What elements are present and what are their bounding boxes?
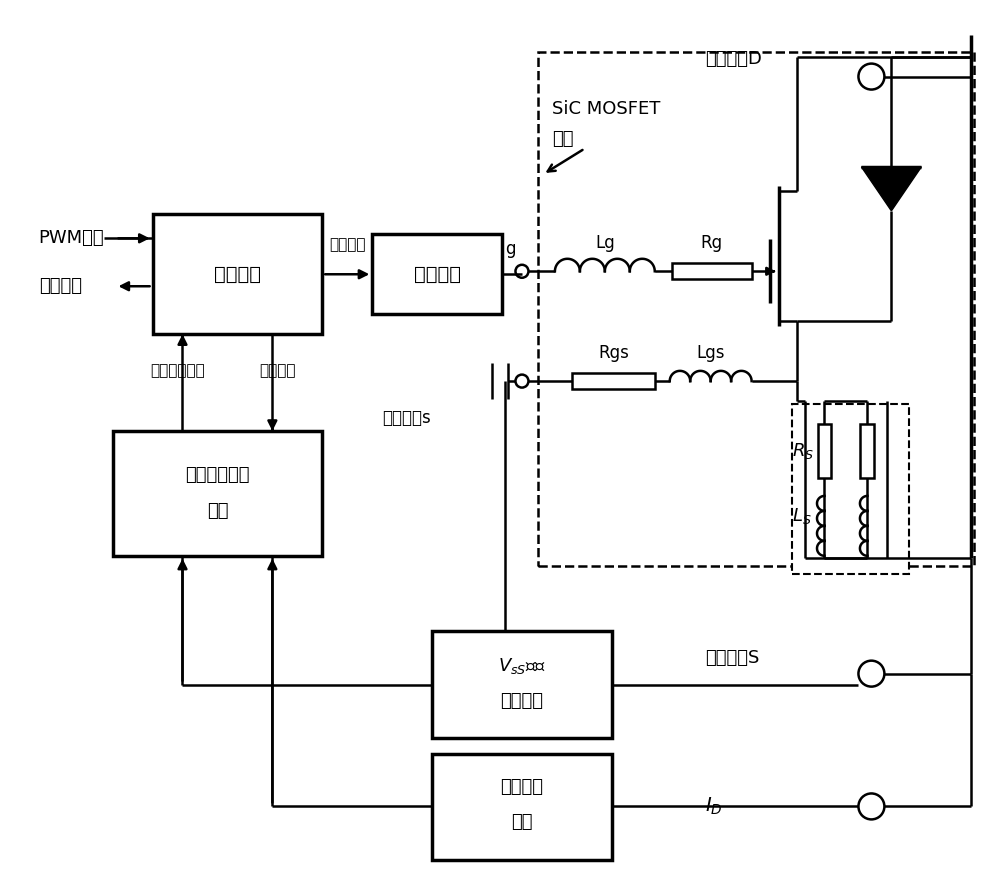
Bar [372, 234, 502, 315]
Text: 单元: 单元 [511, 813, 533, 831]
Bar [538, 51, 974, 566]
Text: 逻辑处理: 逻辑处理 [214, 265, 261, 284]
Text: 检测单元: 检测单元 [500, 692, 543, 710]
Text: Rg: Rg [701, 234, 723, 253]
Text: 健康评估信号: 健康评估信号 [150, 363, 205, 378]
Polygon shape [861, 167, 921, 211]
Text: PWM信号: PWM信号 [39, 229, 104, 247]
Bar [572, 373, 655, 389]
Bar [792, 404, 909, 574]
Bar [672, 263, 752, 279]
Text: $L_S$: $L_S$ [792, 506, 811, 526]
Bar [818, 424, 831, 478]
Bar [153, 214, 322, 334]
Text: 驱动单元: 驱动单元 [414, 265, 461, 284]
Text: g: g [505, 240, 515, 259]
Text: 故障信号: 故障信号 [39, 277, 82, 295]
Bar [860, 424, 874, 478]
Text: 模块: 模块 [552, 130, 573, 149]
Text: $R_S$: $R_S$ [792, 441, 814, 461]
Bar [113, 431, 322, 556]
Text: 功率源极S: 功率源极S [705, 649, 759, 666]
Text: Rgs: Rgs [598, 344, 629, 362]
Text: 单元: 单元 [207, 501, 228, 520]
Text: 关断信号: 关断信号 [259, 363, 296, 378]
Text: $V_{sS}$峰值: $V_{sS}$峰值 [498, 656, 546, 676]
Text: $I_D$: $I_D$ [705, 796, 722, 817]
Text: 健康状态评估: 健康状态评估 [185, 466, 250, 484]
Bar [432, 753, 612, 860]
Text: 功率漏极D: 功率漏极D [705, 50, 762, 67]
Bar [432, 631, 612, 737]
Text: Lg: Lg [595, 234, 615, 253]
Text: 控制信号: 控制信号 [329, 237, 365, 252]
Text: 辅助源极s: 辅助源极s [382, 409, 431, 427]
Text: SiC MOSFET: SiC MOSFET [552, 99, 660, 118]
Text: 电流检测: 电流检测 [500, 779, 543, 797]
Text: Lgs: Lgs [696, 344, 725, 362]
